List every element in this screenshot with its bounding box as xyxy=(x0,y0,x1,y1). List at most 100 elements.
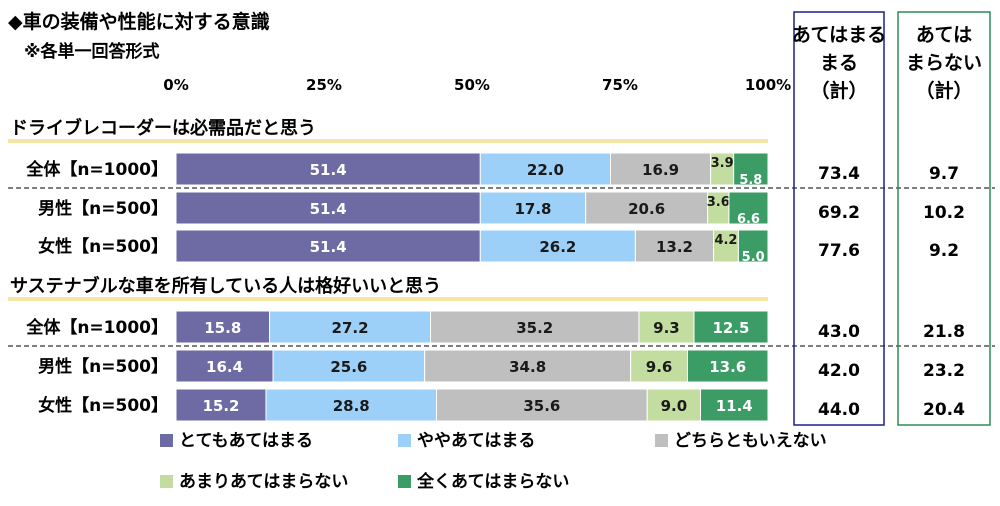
legend-swatch xyxy=(655,434,668,447)
bar-segment xyxy=(269,310,432,344)
disagree-total-box xyxy=(897,11,991,426)
group-title: サステナブルな車を所有している人は格好いいと思う xyxy=(10,275,441,297)
bar-value-label: 6.6 xyxy=(737,212,760,227)
bar-value-label: 3.6 xyxy=(707,195,730,210)
disagree-total-value: 20.4 xyxy=(923,400,965,420)
bar-segment xyxy=(424,349,632,383)
group-layer: ドライブレコーダーは必需品だと思うサステナブルな車を所有している人は格好いいと思… xyxy=(8,117,995,347)
bar-value-label: 22.0 xyxy=(527,161,564,179)
agree-total-value: 42.0 xyxy=(818,361,860,381)
bar-value-label: 13.6 xyxy=(709,358,746,376)
legend-label: 全くあてはまらない xyxy=(416,471,569,492)
disagree-total-header: あては xyxy=(916,24,972,46)
bar-value-label: 3.9 xyxy=(711,156,734,171)
legend-swatch xyxy=(398,475,411,488)
bar-segment xyxy=(175,310,271,344)
x-tick-label: 75% xyxy=(602,76,638,94)
legend-label: あまりあてはまらない xyxy=(179,472,348,492)
bar-value-label: 5.0 xyxy=(742,250,765,265)
bars-layer: 全体【n=1000】 51.4 22.0 16.9 3.9 5.8 男性【n=500】 51.… xyxy=(25,152,769,422)
agree-total-value: 69.2 xyxy=(818,203,860,223)
bar-segment xyxy=(479,229,636,263)
bar-value-label: 51.4 xyxy=(310,200,347,218)
bar-segment xyxy=(630,349,688,383)
bar-segment xyxy=(733,152,769,186)
bar-value-label: 15.2 xyxy=(202,397,239,415)
x-tick-label: 0% xyxy=(163,76,188,94)
x-tick-label: 50% xyxy=(454,76,490,94)
bar-segment xyxy=(700,388,769,422)
bar-value-label: 34.8 xyxy=(509,358,546,376)
group-title-underline xyxy=(8,139,768,143)
row-label: 女性【n=500】 xyxy=(38,236,168,257)
agree-total-value: 73.4 xyxy=(818,164,860,184)
agree-total-header: あてはまる xyxy=(792,24,886,46)
disagree-total-header: （計） xyxy=(915,79,972,102)
bar-value-label: 9.6 xyxy=(646,358,673,376)
bar-value-label: 16.4 xyxy=(206,358,243,376)
bar-value-label: 11.4 xyxy=(716,397,753,415)
bar-value-label: 51.4 xyxy=(310,161,347,179)
agree-total-value: 43.0 xyxy=(818,322,860,342)
group-title: ドライブレコーダーは必需品だと思う xyxy=(10,117,316,139)
x-tick-label: 100% xyxy=(745,76,791,94)
disagree-total-value: 23.2 xyxy=(923,361,965,381)
bar-segment xyxy=(646,388,702,422)
bar-segment xyxy=(634,229,715,263)
bar-segment xyxy=(638,310,695,344)
bar-segment xyxy=(713,229,739,263)
bar-segment xyxy=(272,349,426,383)
legend-swatch xyxy=(160,475,173,488)
row-label: 男性【n=500】 xyxy=(38,198,168,219)
bar-segment xyxy=(175,388,267,422)
bar-value-label: 25.6 xyxy=(330,358,367,376)
legend-label: どちらともいえない xyxy=(674,431,827,451)
bar-segment xyxy=(737,229,769,263)
bar-value-label: 20.6 xyxy=(628,200,665,218)
legend-swatch xyxy=(160,434,173,447)
agree-total-value: 77.6 xyxy=(818,241,860,261)
disagree-total-header: まらない xyxy=(906,52,982,74)
agree-total-value: 44.0 xyxy=(818,400,860,420)
bar-segment xyxy=(686,349,769,383)
legend-label: とてもあてはまる xyxy=(179,431,313,451)
row-label: 女性【n=500】 xyxy=(38,395,168,416)
legend-label: ややあてはまる xyxy=(417,431,535,451)
bar-segment xyxy=(693,310,769,344)
disagree-total-value: 9.7 xyxy=(929,164,959,184)
bar-value-label: 9.0 xyxy=(661,397,688,415)
bar-value-label: 35.2 xyxy=(516,319,553,337)
bar-value-label: 51.4 xyxy=(310,238,347,256)
bar-segment xyxy=(265,388,437,422)
bar-segment xyxy=(479,191,587,225)
agree-total-box xyxy=(793,11,885,426)
group-title-underline xyxy=(8,297,768,301)
bar-segment xyxy=(175,191,481,225)
x-tick-label: 25% xyxy=(306,76,342,94)
disagree-total-value: 10.2 xyxy=(923,203,965,223)
legend-swatch xyxy=(398,434,411,447)
agree-total-header: （計） xyxy=(810,79,867,102)
row-label: 全体【n=1000】 xyxy=(25,159,168,180)
row-label: 全体【n=1000】 xyxy=(25,317,168,338)
bar-segment xyxy=(175,152,481,186)
disagree-total-value: 9.2 xyxy=(929,241,959,261)
bar-segment xyxy=(728,191,769,225)
chart-title: ◆車の装備や性能に対する意識 xyxy=(8,10,270,33)
axis-layer: 0% 25% 50% 75% 100% xyxy=(163,76,791,94)
disagree-total-value: 21.8 xyxy=(923,322,965,342)
bar-value-label: 9.3 xyxy=(653,319,680,337)
bar-segment xyxy=(479,152,612,186)
bar-value-label: 26.2 xyxy=(539,238,576,256)
bar-value-label: 28.8 xyxy=(333,397,370,415)
agree-total-header: まる xyxy=(820,52,858,74)
bar-value-label: 35.6 xyxy=(523,397,560,415)
bar-value-label: 17.8 xyxy=(514,200,551,218)
bar-value-label: 16.9 xyxy=(642,161,679,179)
bar-segment xyxy=(175,229,481,263)
bar-value-label: 15.8 xyxy=(204,319,241,337)
bar-value-label: 4.2 xyxy=(714,233,737,248)
